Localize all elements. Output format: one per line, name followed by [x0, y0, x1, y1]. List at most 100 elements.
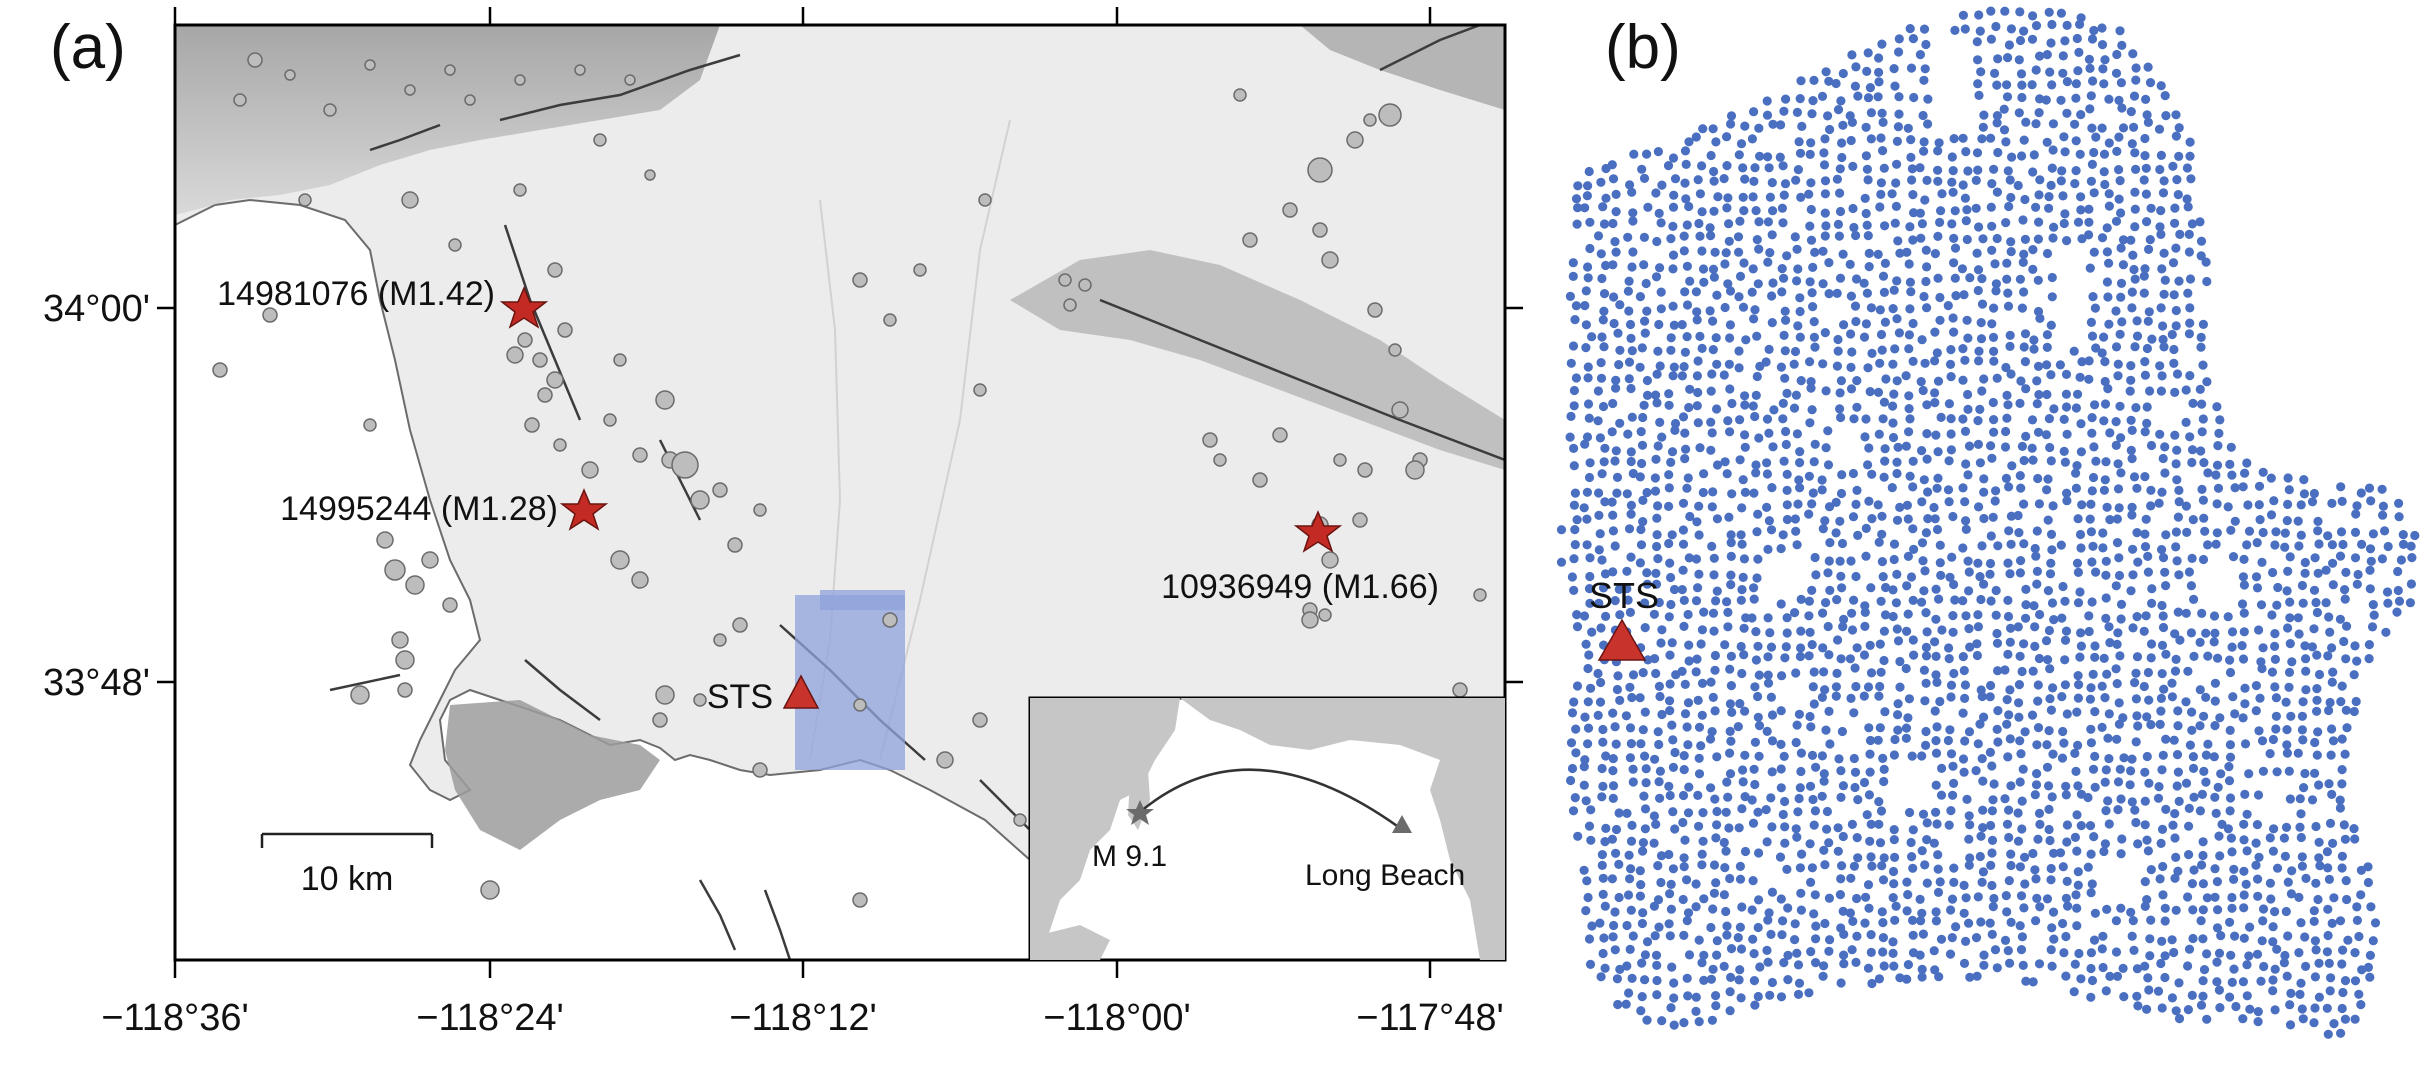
- array-station-dot: [1680, 679, 1690, 690]
- array-station-dot: [2167, 692, 2177, 702]
- array-station-dot: [1877, 108, 1887, 118]
- array-station-dot: [1582, 191, 1592, 201]
- array-station-dot: [1976, 318, 1986, 328]
- array-station-dot: [1711, 991, 1721, 1001]
- array-station-dot: [2145, 386, 2155, 396]
- array-station-dot: [1820, 176, 1831, 186]
- array-station-dot: [2266, 473, 2276, 483]
- array-station-dot: [1915, 208, 1925, 218]
- array-station-dot: [1581, 320, 1591, 330]
- array-station-dot: [2029, 601, 2039, 611]
- array-station-dot: [1642, 390, 1653, 400]
- array-station-dot: [2297, 580, 2307, 591]
- array-station-dot: [1809, 667, 1819, 677]
- array-station-dot: [1805, 627, 1815, 638]
- array-station-dot: [1612, 472, 1623, 482]
- array-station-dot: [1879, 764, 1889, 775]
- array-station-dot: [2001, 426, 2011, 437]
- inset-land-oceania: [1040, 925, 1110, 960]
- array-station-dot: [1614, 892, 1624, 903]
- array-station-dot: [1946, 905, 1956, 915]
- array-station-dot: [2116, 208, 2126, 218]
- seismicity-circle: [364, 59, 376, 71]
- array-station-dot: [1950, 273, 1960, 283]
- array-station-dot: [1958, 414, 1968, 424]
- array-station-dot: [1922, 175, 1932, 185]
- array-station-dot: [2111, 664, 2121, 674]
- array-station-dot: [2335, 795, 2345, 805]
- array-station-dot: [1864, 443, 1874, 453]
- array-station-dot: [1707, 541, 1717, 552]
- array-station-dot: [2132, 331, 2143, 341]
- array-station-dot: [1873, 92, 1883, 102]
- array-station-dot: [1738, 302, 1749, 312]
- array-station-dot: [1863, 363, 1873, 373]
- array-station-dot: [2294, 541, 2304, 551]
- array-station-dot: [1806, 947, 1816, 957]
- array-station-dot: [1636, 540, 1647, 550]
- array-station-dot: [1835, 273, 1846, 283]
- array-station-dot: [2340, 749, 2350, 759]
- array-station-dot: [1638, 908, 1648, 918]
- array-station-dot: [2091, 132, 2101, 142]
- array-station-dot: [2312, 695, 2322, 705]
- array-station-dot: [2279, 958, 2289, 968]
- array-station-dot: [1706, 417, 1716, 427]
- array-station-dot: [2131, 63, 2141, 73]
- array-station-dot: [1635, 292, 1645, 302]
- array-station-dot: [2199, 458, 2209, 468]
- array-station-dot: [2325, 627, 2335, 637]
- array-station-dot: [1890, 81, 1900, 91]
- array-station-dot: [2017, 796, 2027, 806]
- array-station-dot: [1684, 656, 1694, 666]
- array-station-dot: [1888, 401, 1898, 411]
- array-station-dot: [2258, 916, 2268, 926]
- array-station-dot: [1863, 231, 1873, 241]
- array-station-dot: [1679, 246, 1689, 256]
- array-station-dot: [2129, 91, 2140, 101]
- array-station-dot: [2069, 346, 2079, 356]
- array-station-dot: [2168, 820, 2178, 830]
- array-station-dot: [2188, 905, 2198, 915]
- array-station-dot: [1989, 893, 1999, 904]
- array-station-dot: [2000, 935, 2011, 946]
- array-station-dot: [2031, 780, 2042, 790]
- array-station-dot: [1820, 685, 1830, 695]
- seismicity-circle: [671, 451, 699, 479]
- array-station-dot: [1586, 805, 1596, 815]
- array-station-dot: [1699, 894, 1709, 904]
- array-station-dot: [1835, 556, 1845, 566]
- array-station-dot: [1679, 595, 1689, 606]
- array-station-dot: [2146, 639, 2157, 649]
- array-station-dot: [1973, 622, 1983, 632]
- array-station-dot: [1678, 498, 1689, 508]
- array-station-dot: [1917, 751, 1927, 761]
- array-station-dot: [1752, 235, 1762, 245]
- array-station-dot: [1610, 945, 1620, 955]
- array-station-dot: [2257, 736, 2268, 746]
- array-station-dot: [2198, 837, 2208, 847]
- array-station-dot: [1895, 248, 1905, 258]
- array-station-dot: [1691, 902, 1701, 912]
- array-station-dot: [2356, 890, 2366, 900]
- array-station-dot: [1836, 376, 1846, 386]
- array-station-dot: [2015, 398, 2025, 408]
- array-station-dot: [1859, 650, 1870, 660]
- array-station-dot: [1707, 502, 1717, 512]
- array-station-dot: [2072, 558, 2083, 568]
- array-station-dot: [1879, 287, 1889, 297]
- array-station-dot: [1722, 469, 1732, 479]
- array-station-dot: [1753, 554, 1763, 564]
- array-station-dot: [2309, 1018, 2319, 1028]
- array-station-dot: [2315, 861, 2325, 871]
- array-station-dot: [2154, 782, 2164, 792]
- array-station-dot: [1916, 377, 1926, 387]
- array-station-dot: [2158, 622, 2169, 633]
- seismicity-circle: [973, 383, 987, 397]
- array-station-dot: [2077, 357, 2087, 367]
- array-station-dot: [1678, 412, 1689, 422]
- array-station-dot: [2003, 752, 2013, 762]
- array-station-dot: [1930, 356, 1940, 366]
- array-station-dot: [2098, 64, 2108, 74]
- array-station-dot: [1893, 442, 1903, 452]
